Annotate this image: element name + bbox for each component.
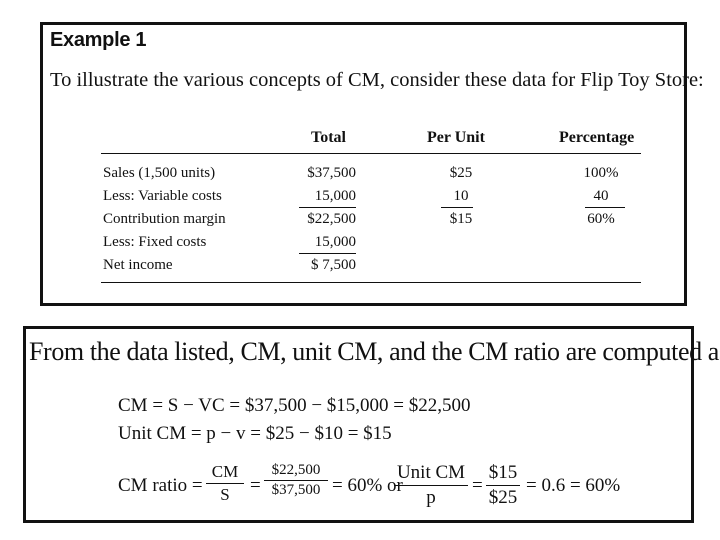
row-label-variable-costs: Less: Variable costs	[103, 188, 222, 204]
fraction-unit-cm-over-p: Unit CM p	[394, 462, 468, 509]
header-rule	[101, 153, 641, 154]
fraction-bar	[206, 483, 244, 484]
cell-percentage: 60%	[587, 211, 615, 227]
cell-percentage: 40	[593, 188, 609, 204]
underline	[585, 207, 625, 208]
column-header-total: Total	[311, 129, 346, 146]
cm-data-table: Total Per Unit Percentage Sales (1,500 u…	[101, 125, 641, 285]
cell-total: $22,500	[307, 211, 356, 227]
table-bottom-rule	[101, 282, 641, 283]
row-label-contribution-margin: Contribution margin	[103, 211, 226, 227]
cell-per-unit: $25	[449, 165, 473, 181]
cell-per-unit: 10	[453, 188, 469, 204]
row-label-net-income: Net income	[103, 257, 173, 273]
example-intro: To illustrate the various concepts of CM…	[50, 69, 704, 91]
cell-total: 15,000	[314, 188, 356, 204]
example-panel: Example 1 To illustrate the various conc…	[40, 22, 704, 306]
underline	[299, 253, 356, 254]
fraction-numerator: $22,500	[271, 462, 321, 478]
column-header-percentage: Percentage	[559, 129, 635, 146]
row-label-sales: Sales (1,500 units)	[103, 165, 216, 181]
column-header-per-unit: Per Unit	[427, 129, 485, 146]
cell-percentage: 100%	[583, 165, 619, 181]
cell-total: $37,500	[307, 165, 356, 181]
example-heading: Example 1	[50, 29, 147, 51]
equals-sign: =	[250, 475, 261, 496]
cell-total: $ 7,500	[311, 257, 356, 273]
fraction-denominator: S	[220, 485, 230, 504]
cm-equation: CM = S − VC = $37,500 − $15,000 = $22,50…	[118, 395, 471, 416]
fraction-numerator: Unit CM	[396, 462, 466, 483]
underline	[441, 207, 473, 208]
unit-cm-equation: Unit CM = p − v = $25 − $10 = $15	[118, 423, 392, 444]
cell-total: 15,000	[314, 234, 356, 250]
fraction-unit-values: $15 $25	[486, 462, 520, 509]
underline	[299, 207, 356, 208]
fraction-denominator: $37,500	[271, 482, 321, 498]
cell-per-unit: $15	[449, 211, 473, 227]
fraction-bar	[486, 485, 520, 486]
computation-intro: From the data listed, CM, unit CM, and t…	[29, 337, 720, 366]
fraction-bar	[264, 480, 328, 481]
ratio-result-percent: = 60% or	[332, 475, 403, 496]
fraction-bar	[394, 485, 468, 486]
equals-sign: =	[472, 475, 483, 496]
ratio-result-decimal: = 0.6 = 60%	[526, 475, 621, 496]
computation-panel: From the data listed, CM, unit CM, and t…	[23, 326, 720, 523]
fraction-denominator: $25	[488, 487, 518, 508]
fraction-dollar-values: $22,500 $37,500	[264, 462, 328, 499]
fraction-numerator: CM	[211, 462, 239, 481]
cm-ratio-label: CM ratio =	[118, 475, 203, 496]
fraction-numerator: $15	[488, 462, 518, 483]
fraction-denominator: p	[426, 487, 436, 508]
fraction-cm-over-s: CM S	[206, 462, 244, 505]
row-label-fixed-costs: Less: Fixed costs	[103, 234, 207, 250]
